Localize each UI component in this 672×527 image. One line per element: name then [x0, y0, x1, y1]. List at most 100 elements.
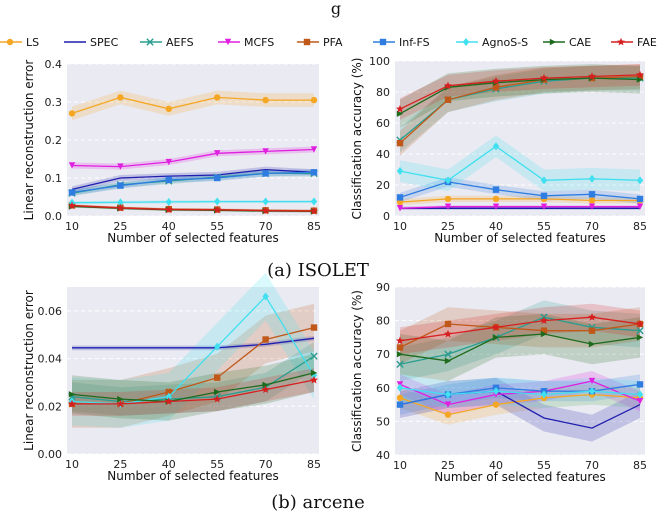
legend-label: FAE: [637, 36, 657, 49]
x-tick-label: 25: [441, 459, 455, 472]
series-mcfs: [68, 146, 318, 170]
band-inf-fs: [72, 169, 314, 196]
data-point: [444, 329, 452, 338]
plot-area: [395, 287, 645, 455]
band-spec: [72, 335, 314, 351]
legend-item-aefs: AEFS: [140, 36, 194, 49]
data-point: [444, 96, 452, 103]
legend-label: AgnoS-S: [482, 36, 528, 49]
data-point: [636, 176, 644, 185]
data-point: [636, 326, 644, 335]
y-tick-label: 100: [369, 55, 390, 68]
band-aefs: [400, 300, 640, 382]
data-point: [588, 340, 596, 348]
x-tick-label: 25: [441, 220, 455, 233]
y-tick-label: 60: [376, 382, 390, 395]
data-point: [492, 387, 500, 396]
data-point: [444, 195, 452, 203]
x-axis-label: Number of selected features: [107, 469, 278, 483]
data-point: [396, 336, 404, 345]
legend-label: PFA: [323, 36, 343, 49]
data-point: [164, 397, 173, 405]
data-point: [492, 401, 500, 408]
top-caption-fragment: g: [331, 0, 341, 18]
series-line: [399, 77, 641, 115]
series-agnos-s: [396, 142, 644, 185]
data-point: [396, 205, 404, 212]
band-inf-fs: [400, 374, 640, 415]
band-agnos-s: [400, 374, 640, 408]
data-point: [492, 84, 500, 91]
data-point: [396, 401, 404, 408]
series-line: [399, 74, 641, 110]
data-point: [444, 176, 452, 185]
band-ls: [400, 195, 640, 206]
y-tick-label: 0.1: [45, 172, 63, 185]
data-point: [396, 383, 404, 392]
data-point: [636, 319, 644, 328]
series-line: [399, 198, 640, 203]
x-tick-label: 70: [585, 459, 599, 472]
series-fae: [68, 201, 318, 215]
data-point: [310, 169, 318, 176]
data-point: [214, 374, 221, 381]
legend: LS SPEC AEFS MCFS PFA Inf-FS AgnoS-S CAE FAE: [0, 36, 657, 49]
panel-arcene-reconstruction: 0.00 0.02 0.04 0.06 10 25 40 55 70 85 Number of se…: [22, 272, 321, 483]
legend-marker: [549, 38, 557, 46]
data-point: [588, 377, 596, 385]
series-line: [399, 316, 641, 365]
data-point: [396, 104, 404, 113]
data-point: [588, 203, 596, 210]
x-tick-label: 10: [65, 458, 79, 471]
data-point: [588, 197, 596, 204]
legend-marker: [379, 38, 387, 46]
data-point: [68, 110, 76, 117]
data-point: [492, 334, 500, 341]
x-tick-label: 10: [393, 220, 407, 233]
x-tick-label: 55: [537, 220, 551, 233]
legend-marker: [462, 38, 470, 46]
x-tick-label: 10: [393, 459, 407, 472]
data-point: [262, 96, 269, 104]
legend-marker: [6, 38, 14, 46]
data-point: [310, 197, 318, 206]
legend-item-ls: LS: [0, 36, 39, 49]
data-point: [540, 390, 548, 399]
data-point: [396, 139, 404, 147]
series-line: [399, 316, 641, 342]
panel-isolet-accuracy: 0 20 40 60 80 100 10 25 40 55 70 85 Number of select…: [350, 55, 647, 245]
series-mcfs: [396, 203, 644, 212]
series-line: [399, 206, 640, 209]
data-point: [117, 182, 124, 189]
y-tick-label: 0: [383, 210, 390, 223]
data-point: [588, 313, 596, 321]
series-line: [71, 168, 315, 191]
data-point: [588, 174, 596, 183]
y-axis-label: Linear reconstruction error: [22, 290, 36, 451]
x-tick-label: 70: [259, 220, 273, 233]
data-point: [310, 352, 318, 360]
x-axis-label: Number of selected features: [107, 231, 278, 245]
x-tick-label: 10: [65, 220, 79, 233]
data-point: [444, 81, 452, 90]
x-tick-label: 85: [307, 458, 321, 471]
data-point: [540, 327, 548, 334]
data-point: [214, 174, 221, 182]
y-tick-label: 50: [376, 415, 390, 428]
y-axis-label: Classification accuracy (%): [350, 58, 364, 220]
data-point: [396, 194, 404, 201]
legend-item-cae: CAE: [543, 36, 591, 49]
series-fae: [68, 375, 318, 408]
data-point: [310, 324, 318, 331]
y-tick-label: 20: [376, 179, 390, 192]
legend-label: CAE: [569, 36, 591, 49]
series-line: [399, 145, 641, 181]
band-pfa: [400, 64, 640, 156]
data-point: [214, 150, 221, 157]
data-point: [444, 203, 452, 210]
data-point: [444, 350, 452, 358]
band-aefs: [400, 65, 640, 153]
series-line: [399, 333, 641, 362]
band-pfa: [72, 303, 314, 428]
data-point: [262, 381, 269, 389]
